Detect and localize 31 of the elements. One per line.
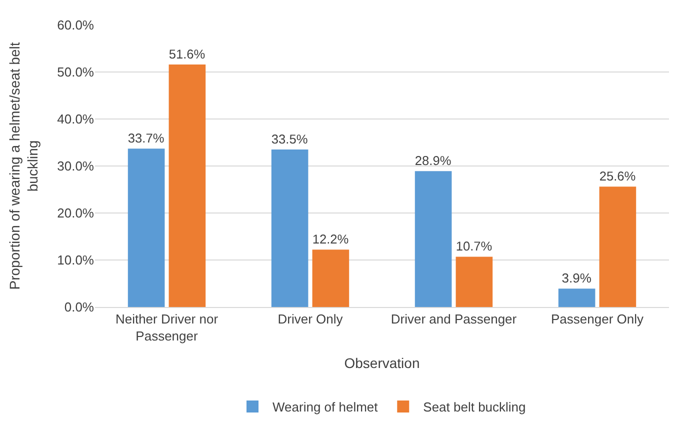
bar (414, 171, 452, 307)
y-tick-label: 50.0% (57, 64, 94, 80)
x-tick-label: Driver Only (278, 312, 344, 327)
y-tick-label: 10.0% (57, 252, 94, 268)
data-label: 3.9% (562, 270, 592, 286)
bar (558, 288, 596, 307)
x-tick-label: Driver and Passenger (390, 312, 518, 327)
x-axis-title: Observation (344, 354, 420, 371)
y-tick-label: 60.0% (57, 18, 94, 33)
data-label: 28.9% (414, 153, 452, 168)
bar (128, 148, 165, 307)
data-label: 51.6% (168, 46, 206, 62)
data-label: 10.7% (456, 238, 492, 254)
bar (599, 186, 636, 307)
x-tick-label: Passenger Only (551, 312, 644, 327)
bar (456, 256, 493, 307)
data-label: 33.7% (128, 130, 164, 146)
legend-label: Wearing of helmet (272, 400, 378, 415)
y-tick-label: 30.0% (57, 158, 94, 174)
data-label: 25.6% (599, 168, 636, 184)
x-tick-label: Neither Driver nor Passenger (115, 312, 219, 344)
y-tick-label: 0.0% (64, 300, 94, 315)
y-tick-label: 20.0% (57, 206, 94, 221)
bar (168, 64, 206, 307)
data-label: 33.5% (271, 132, 308, 147)
bar (312, 250, 350, 307)
data-label: 12.2% (312, 232, 349, 247)
legend-label: Seat belt buckling (423, 400, 526, 415)
y-tick-label: 40.0% (57, 112, 94, 127)
bar (271, 150, 308, 307)
y-axis-title: Proportion of wearing a helmet/seat belt buckling (6, 42, 41, 290)
